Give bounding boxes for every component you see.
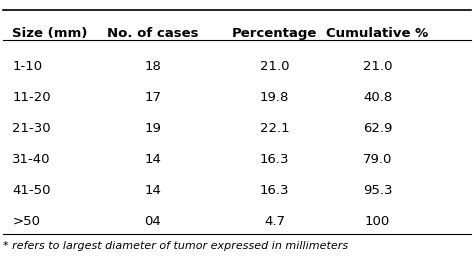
Text: 16.3: 16.3 [260,184,289,197]
Text: 17: 17 [144,91,161,104]
Text: * refers to largest diameter of tumor expressed in millimeters: * refers to largest diameter of tumor ex… [3,241,348,251]
Text: 14: 14 [144,184,161,197]
Text: 31-40: 31-40 [12,153,51,166]
Text: 1-10: 1-10 [12,60,42,73]
Text: Size (mm): Size (mm) [12,27,88,40]
Text: 21.0: 21.0 [363,60,392,73]
Text: 19: 19 [144,122,161,135]
Text: No. of cases: No. of cases [107,27,199,40]
Text: 19.8: 19.8 [260,91,289,104]
Text: Cumulative %: Cumulative % [327,27,428,40]
Text: 22.1: 22.1 [260,122,289,135]
Text: 16.3: 16.3 [260,153,289,166]
Text: 14: 14 [144,153,161,166]
Text: 21-30: 21-30 [12,122,51,135]
Text: 18: 18 [144,60,161,73]
Text: 11-20: 11-20 [12,91,51,104]
Text: 100: 100 [365,215,390,228]
Text: 21.0: 21.0 [260,60,289,73]
Text: 95.3: 95.3 [363,184,392,197]
Text: 62.9: 62.9 [363,122,392,135]
Text: 41-50: 41-50 [12,184,51,197]
Text: 4.7: 4.7 [264,215,285,228]
Text: 40.8: 40.8 [363,91,392,104]
Text: 04: 04 [144,215,161,228]
Text: 79.0: 79.0 [363,153,392,166]
Text: >50: >50 [12,215,40,228]
Text: Percentage: Percentage [232,27,317,40]
